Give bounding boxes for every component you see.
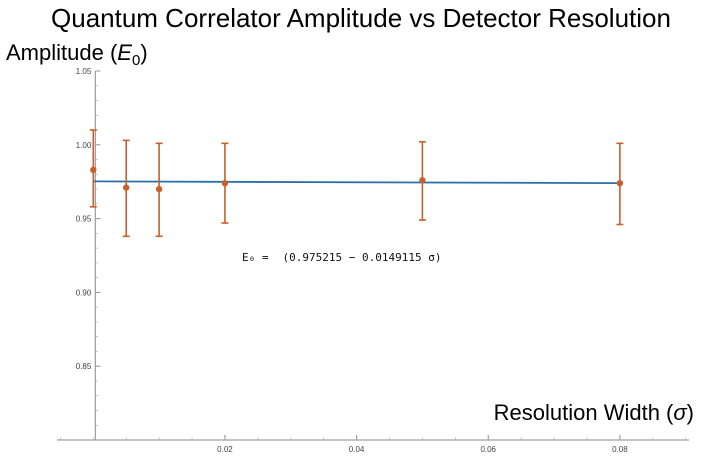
data-point xyxy=(616,179,624,187)
x-tick-label: 0.08 xyxy=(612,445,628,454)
y-tick-label: 0.85 xyxy=(76,362,92,371)
fit-line xyxy=(93,180,620,185)
data-point xyxy=(90,166,97,174)
data-point xyxy=(155,185,163,193)
data-points xyxy=(90,166,624,193)
chart-title: Quantum Correlator Amplitude vs Detector… xyxy=(51,3,671,33)
axes: 0.85 0.90 0.95 1.00 1.05 0.02 0.04 0.06 0.08 xyxy=(57,67,689,454)
x-axis-label: Resolution Width (σ) xyxy=(494,400,694,425)
x-tick-label: 0.06 xyxy=(480,445,496,454)
data-point xyxy=(123,184,130,191)
y-tick-label: 1.00 xyxy=(76,141,92,150)
y-tick-label: 1.05 xyxy=(76,67,92,76)
fit-equation: E₀ = (0.975215 − 0.0149115 σ) xyxy=(242,251,441,264)
x-tick-label: 0.02 xyxy=(217,445,233,454)
y-tick-label: 0.90 xyxy=(76,288,92,297)
y-tick-label: 0.95 xyxy=(76,215,92,224)
data-point xyxy=(221,179,229,187)
fit-layer xyxy=(93,180,620,185)
x-tick-label: 0.04 xyxy=(349,445,365,454)
data-point xyxy=(419,177,426,184)
y-axis-label: Amplitude (E0) xyxy=(6,40,148,69)
